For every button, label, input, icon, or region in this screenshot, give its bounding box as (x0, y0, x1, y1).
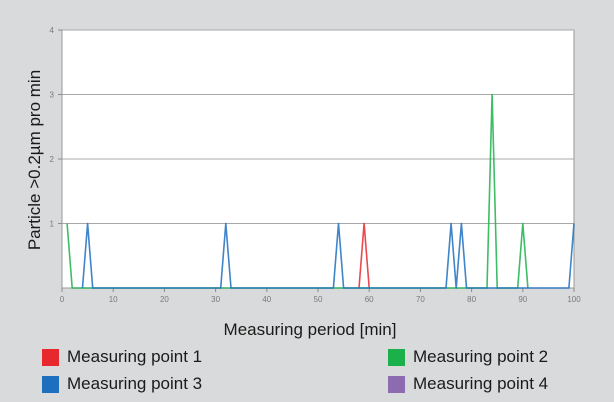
y-tick-label: 1 (50, 220, 55, 229)
x-tick-label: 50 (314, 295, 323, 304)
legend-label: Measuring point 1 (67, 347, 203, 366)
legend-item-series-2: Measuring point 2 (388, 346, 548, 368)
x-axis-label: Measuring period [min] (224, 320, 397, 339)
x-tick-label: 90 (518, 295, 527, 304)
x-tick-label: 20 (160, 295, 169, 304)
x-tick-label: 70 (416, 295, 425, 304)
legend-label: Measuring point 2 (413, 347, 549, 366)
y-tick-label: 2 (50, 155, 55, 164)
series-line-1 (358, 222, 370, 289)
x-tick-label: 40 (262, 295, 271, 304)
x-axis-ticks: 0 10 20 30 40 50 60 70 80 90 100 (60, 288, 581, 304)
series (66, 93, 575, 289)
x-tick-label: 10 (109, 295, 118, 304)
legend-swatch (388, 348, 405, 366)
legend-item-series-1: Measuring point 1 (42, 346, 202, 368)
y-tick-label: 4 (50, 26, 55, 35)
x-tick-label: 100 (567, 295, 581, 304)
y-tick-label: 3 (50, 91, 55, 100)
y-axis-label: Particle >0.2µm pro min (25, 70, 44, 250)
series-line-3 (81, 222, 575, 289)
legend-label: Measuring point 3 (67, 374, 203, 393)
legend-item-series-3: Measuring point 3 (42, 373, 202, 395)
y-axis-ticks: 1 2 3 4 (50, 26, 62, 229)
legend-label: Measuring point 4 (413, 374, 549, 393)
x-tick-label: 60 (365, 295, 374, 304)
legend-item-series-4: Measuring point 4 (388, 373, 548, 395)
legend-swatch (388, 375, 405, 393)
x-tick-label: 80 (467, 295, 476, 304)
x-tick-label: 30 (211, 295, 220, 304)
legend-swatch (42, 375, 59, 393)
legend-swatch (42, 348, 59, 366)
x-tick-label: 0 (60, 295, 65, 304)
